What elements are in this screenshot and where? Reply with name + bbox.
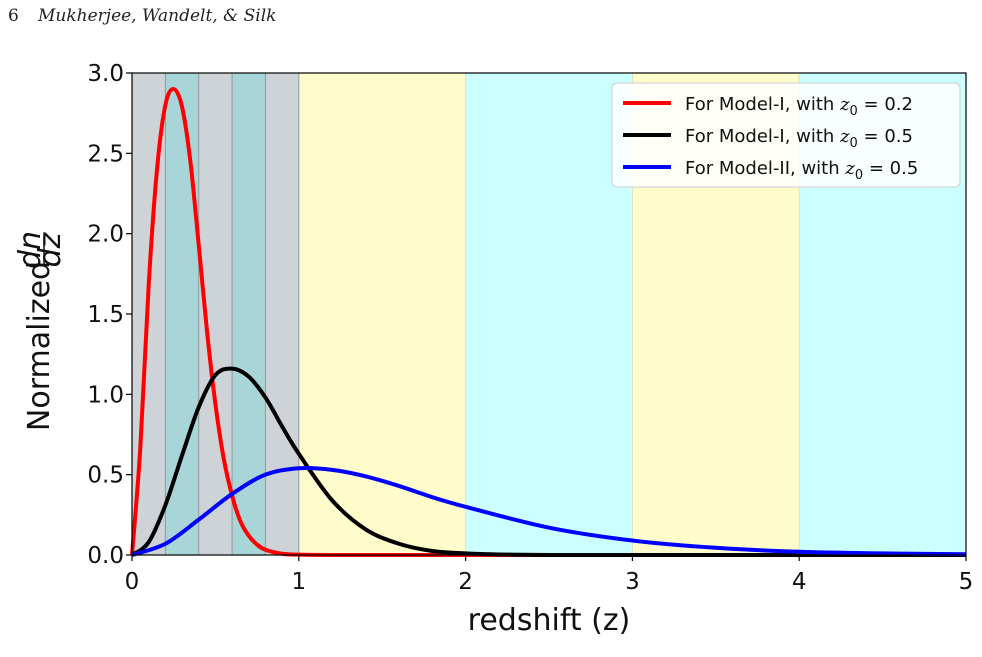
y-tick-label: 1.0 <box>87 382 124 408</box>
x-axis-label: redshift (z) <box>468 603 631 638</box>
legend-entry-2: For Model-I, with z0 = 0.5 <box>685 126 913 151</box>
redshift-bin-band-7 <box>465 73 633 555</box>
x-tick-label: 3 <box>625 569 640 595</box>
legend-box <box>611 82 961 188</box>
y-tick-label: 0.5 <box>87 463 124 489</box>
x-tick-label: 1 <box>291 569 306 595</box>
redshift-bin-band-6 <box>298 73 466 555</box>
x-tick-label: 2 <box>458 569 473 595</box>
chart-legend: For Model-I, with z0 = 0.2 For Model-I, w… <box>611 82 961 188</box>
x-axis-ticks: 0 1 2 3 4 5 <box>125 555 974 595</box>
legend-entry-3: For Model-II, with z0 = 0.5 <box>685 158 918 183</box>
y-axis-label: Normalized dn dz <box>13 231 68 431</box>
y-tick-label: 3.0 <box>87 61 124 87</box>
redshift-bin-band-2 <box>165 73 199 555</box>
x-tick-label: 0 <box>125 569 140 595</box>
series-line-3 <box>131 465 967 557</box>
x-tick-label: 5 <box>959 569 974 595</box>
y-tick-label: 0.0 <box>87 543 124 569</box>
running-head-authors: Mukherjee, Wandelt, & Silk <box>38 6 277 26</box>
legend-entry-1: For Model-I, with z0 = 0.2 <box>685 94 913 119</box>
y-axis-label-text: Normalized <box>22 261 57 431</box>
y-axis-ticks: 0.0 0.5 1.0 1.5 2.0 2.5 3.0 <box>87 61 132 569</box>
y-axis-label-denominator: dz <box>33 231 68 267</box>
y-tick-label: 2.0 <box>87 222 124 248</box>
redshift-bin-band-5 <box>265 73 299 555</box>
y-axis-label-numerator: dn <box>13 231 48 269</box>
y-tick-label: 2.5 <box>87 141 124 167</box>
x-tick-label: 4 <box>792 569 807 595</box>
page-header: 6 Mukherjee, Wandelt, & Silk <box>8 6 276 26</box>
y-tick-label: 1.5 <box>87 302 124 328</box>
page-number: 6 <box>8 6 19 26</box>
redshift-bin-band-4 <box>232 73 266 555</box>
